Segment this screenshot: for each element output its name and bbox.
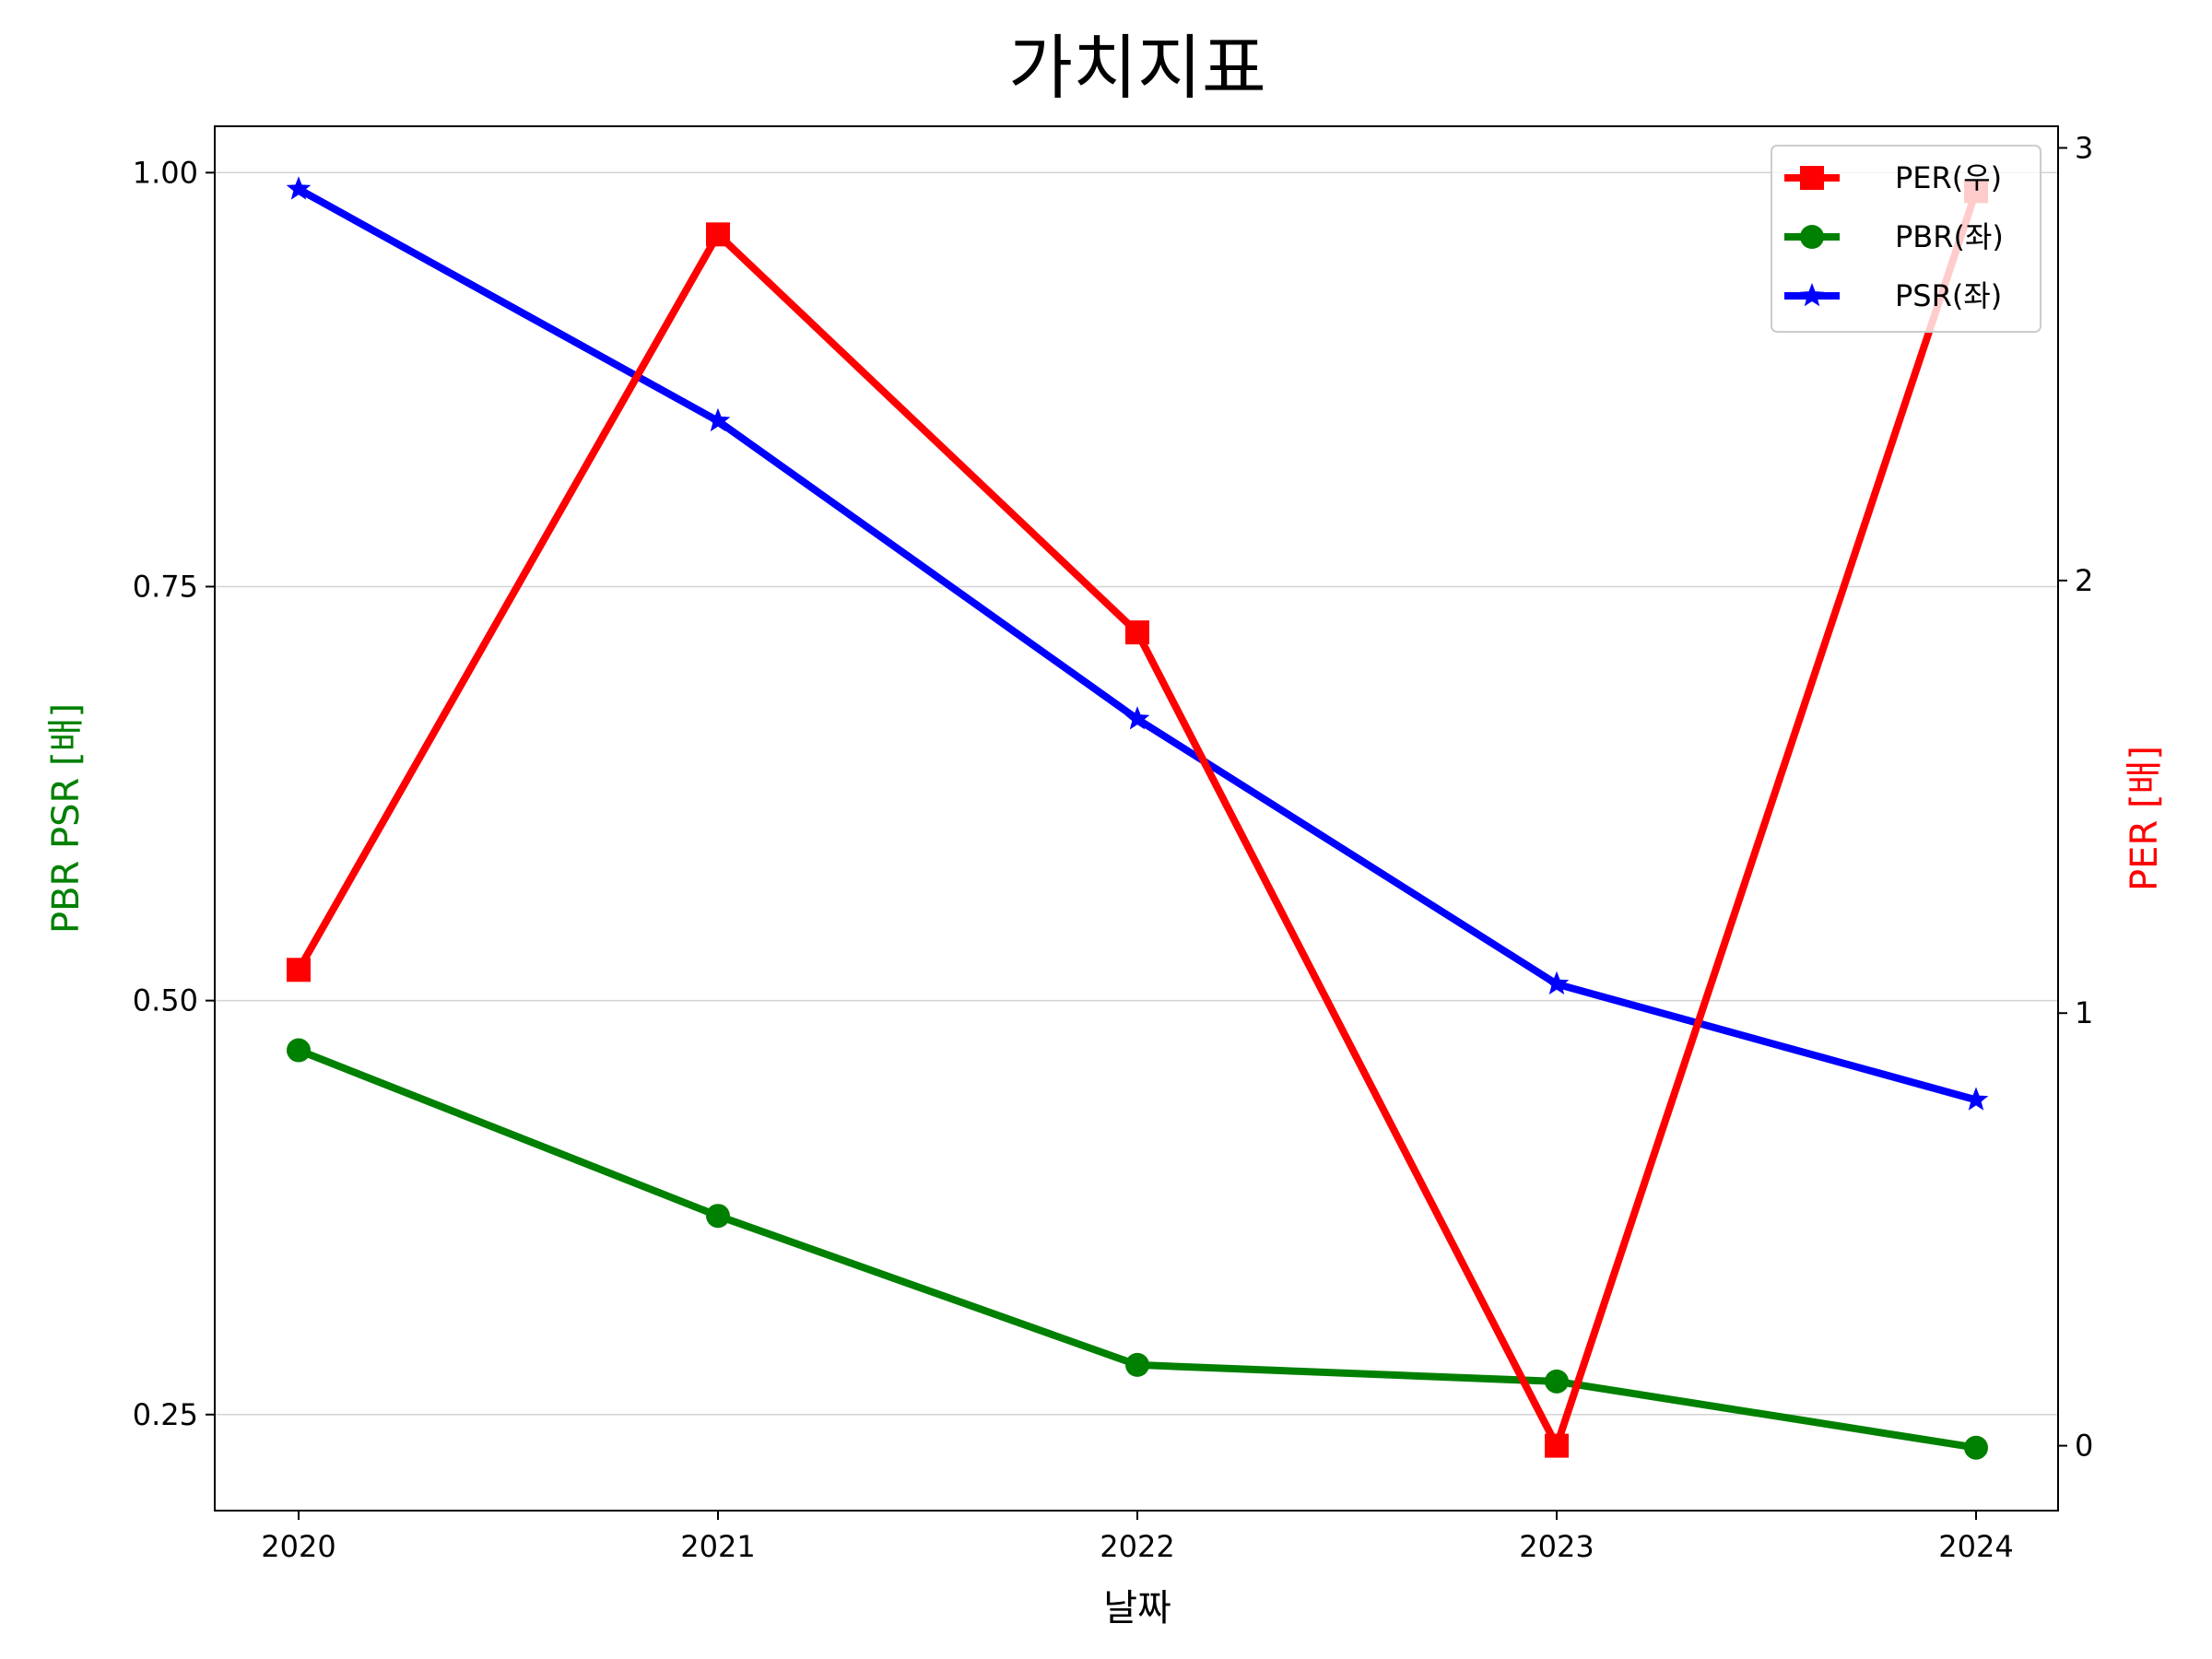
legend-marker	[1800, 225, 1824, 249]
series-per	[287, 179, 1988, 1458]
grid-lines	[215, 171, 2058, 1416]
y-axis-left-title: PBR PSR [배]	[45, 703, 88, 934]
series-line-psr	[297, 185, 1978, 1104]
series-line-pbr	[297, 1046, 1977, 1452]
y-left-tick-label: 0.75	[133, 569, 198, 604]
y-axis-right-title: PER [배]	[2124, 746, 2166, 891]
y-left-tick-label: 1.00	[133, 155, 198, 190]
data-point-pbr	[1125, 1352, 1149, 1377]
legend-marker	[1800, 166, 1824, 190]
x-tick-label: 2022	[1100, 1529, 1174, 1564]
data-point-pbr	[287, 1038, 311, 1063]
data-point-per	[1545, 1433, 1569, 1458]
legend-label: PSR(좌)	[1895, 278, 2002, 313]
x-tick-label: 2024	[1938, 1529, 2013, 1564]
y-right-tick-label: 1	[2075, 995, 2093, 1030]
data-point-psr	[286, 176, 312, 200]
legend-item-psr: PSR(좌)	[1784, 278, 2002, 313]
plot-frame	[214, 125, 2059, 1512]
y-left-tick-label: 0.50	[133, 983, 198, 1018]
legend-label: PER(우)	[1895, 160, 2002, 195]
legend-item-pbr: PBR(좌)	[1784, 219, 2004, 254]
y-left-tick-label: 0.25	[133, 1397, 198, 1432]
data-point-pbr	[1964, 1435, 1988, 1460]
data-point-psr	[1963, 1087, 1989, 1111]
x-axis-title: 날짜	[1103, 1587, 1171, 1630]
x-tick-label: 2021	[680, 1529, 755, 1564]
legend-item-per: PER(우)	[1784, 160, 2002, 195]
axis-ticks: 0.25 0.50 0.75 1.00 0 1 2 3 2020 2021 2022 2023 2024	[133, 130, 2094, 1564]
data-point-per	[706, 222, 730, 247]
x-tick-label: 2023	[1519, 1529, 1594, 1564]
y-right-tick-label: 3	[2075, 130, 2093, 165]
legend-box	[1771, 145, 2041, 333]
data-point-psr	[1124, 706, 1150, 730]
y-right-tick-label: 2	[2075, 563, 2093, 598]
data-point-psr	[1544, 971, 1570, 994]
data-point-per	[287, 958, 311, 982]
data-point-per	[1125, 620, 1149, 645]
series-line-per	[295, 190, 1980, 1450]
series-pbr	[287, 1038, 1988, 1460]
data-point-psr	[705, 407, 731, 432]
legend: PER(우) PBR(좌) PSR(좌)	[1771, 145, 2041, 333]
data-point-pbr	[1545, 1369, 1569, 1394]
chart-title: 가치지표	[1008, 27, 1266, 109]
x-tick-label: 2020	[261, 1529, 335, 1564]
y-right-tick-label: 0	[2075, 1429, 2093, 1464]
legend-label: PBR(좌)	[1895, 219, 2004, 254]
legend-marker	[1799, 283, 1825, 307]
data-point-pbr	[706, 1204, 730, 1229]
series-layer	[286, 176, 1989, 1460]
